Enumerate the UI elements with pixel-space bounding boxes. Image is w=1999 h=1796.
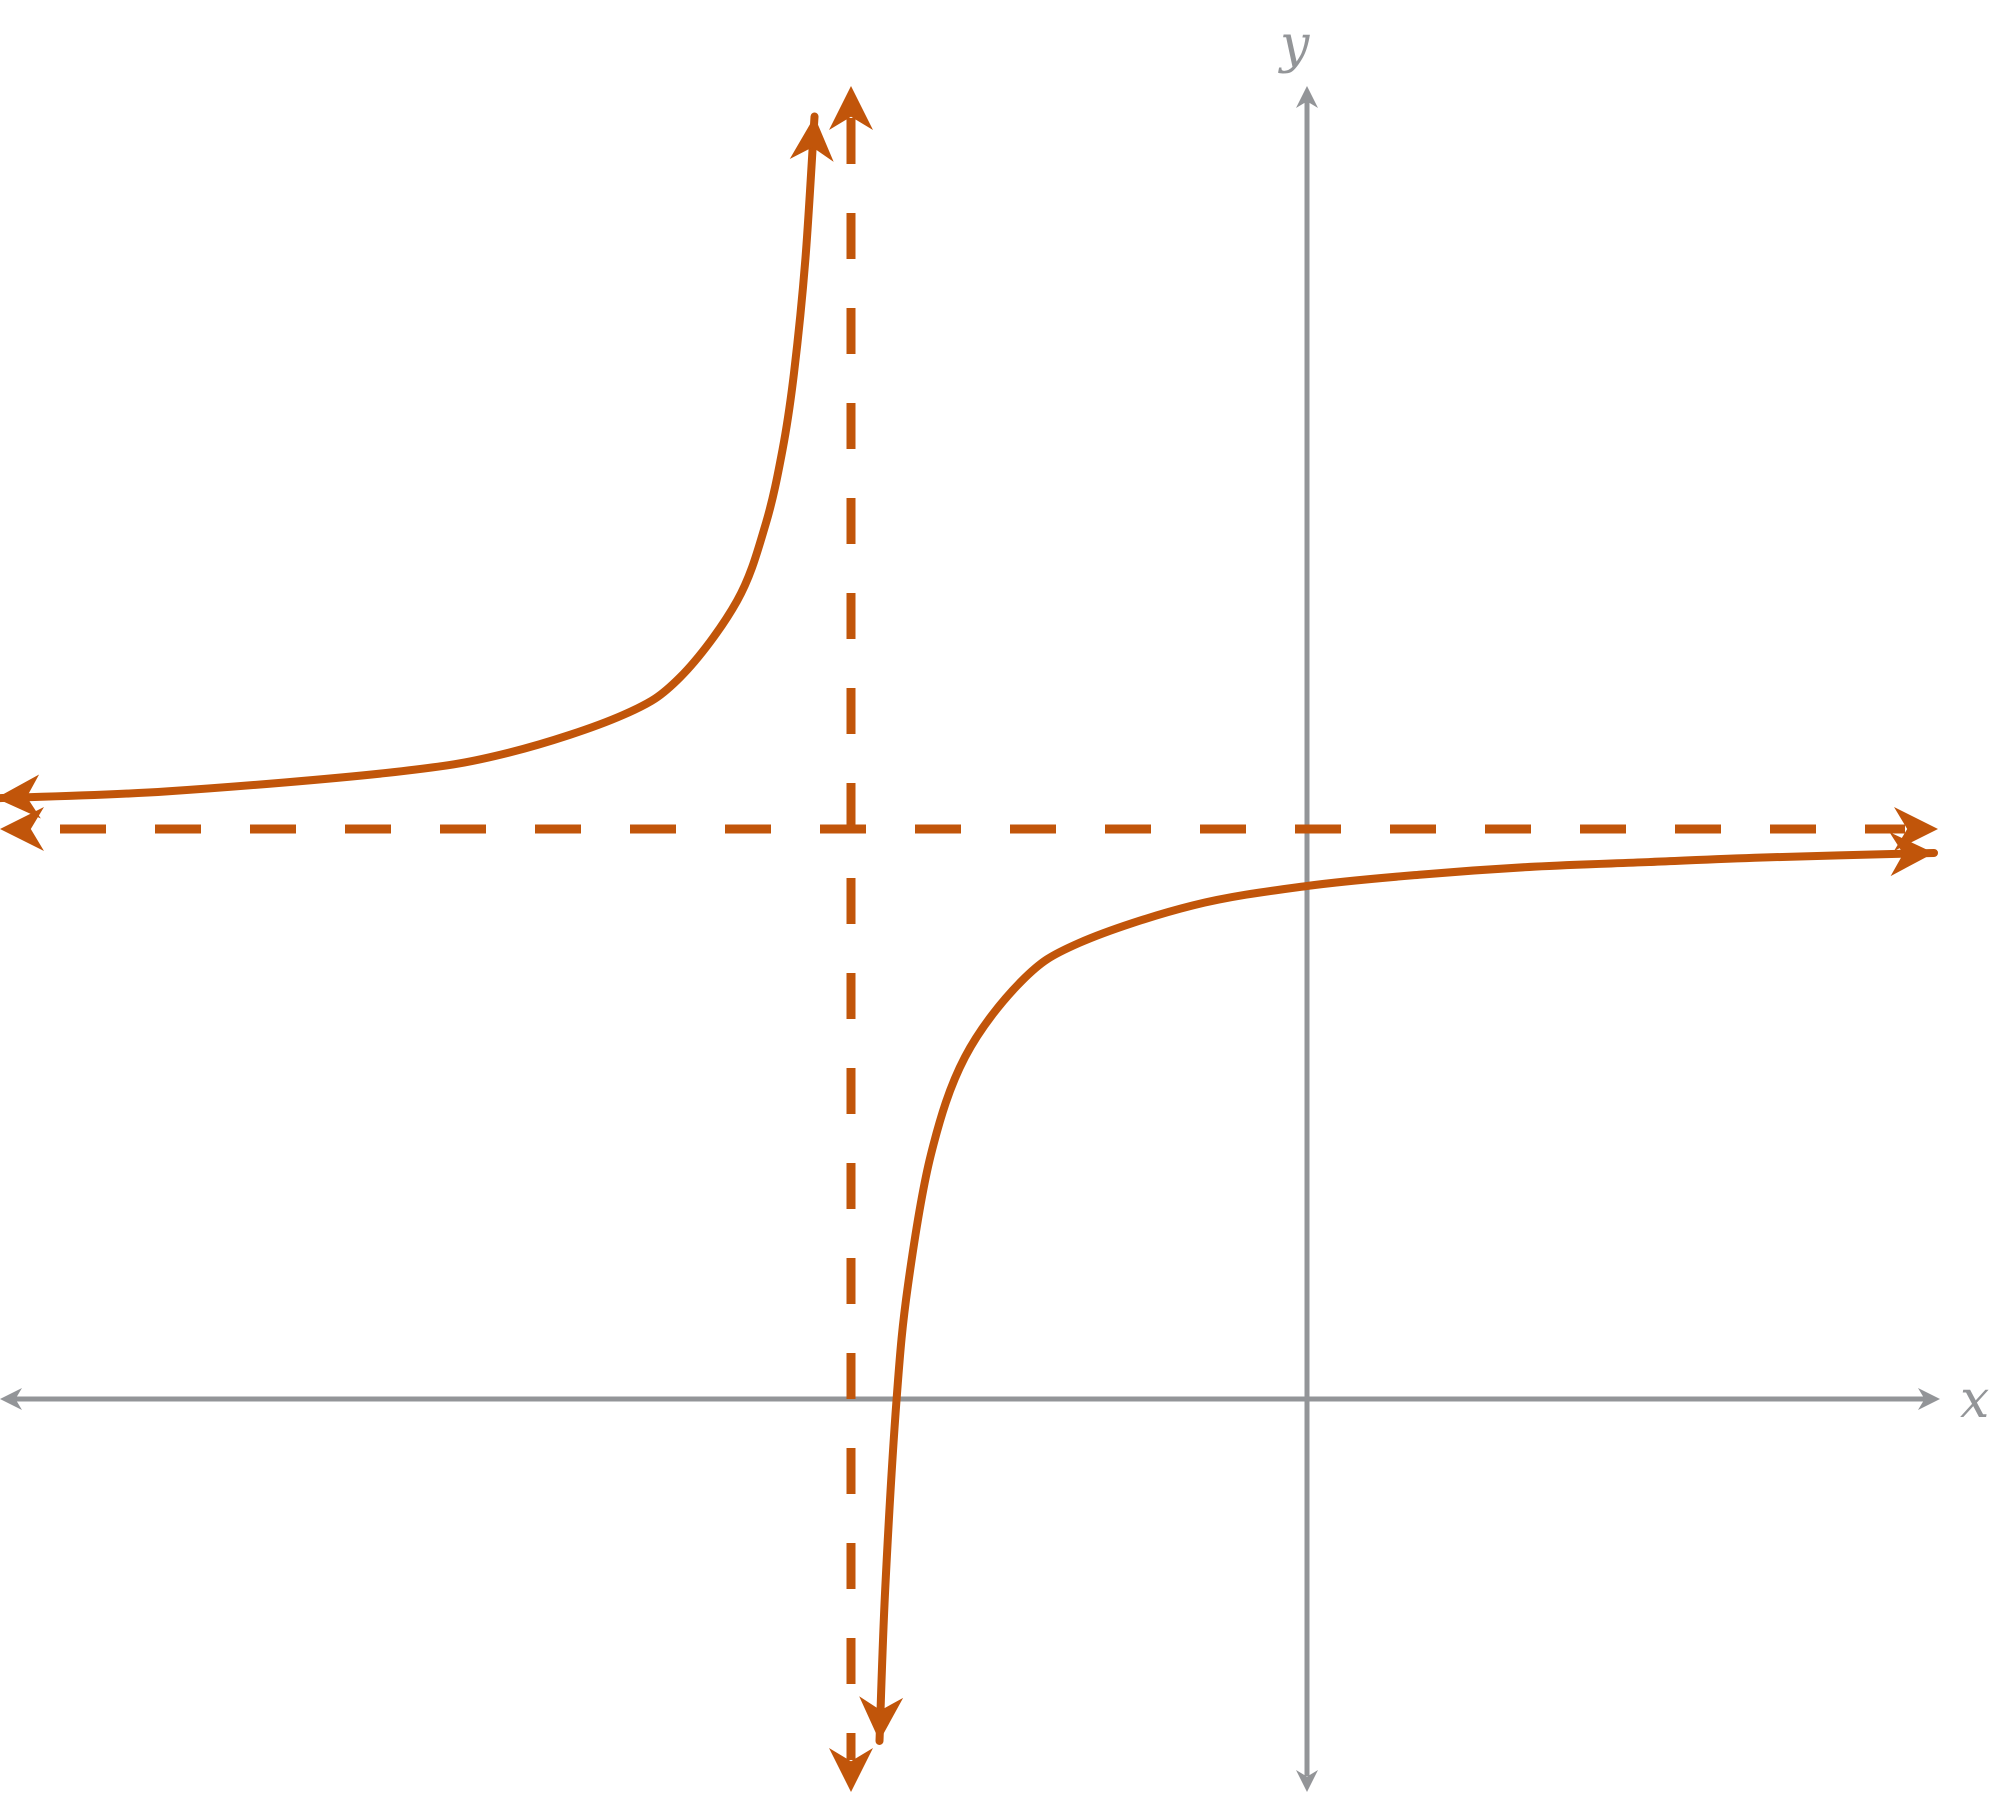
asymptotes: [0, 86, 1938, 1792]
vertical-asymptote-arrow-up: [829, 86, 873, 130]
curves: [0, 112, 1938, 1745]
curve-right-arrow-end: [1889, 832, 1934, 877]
axes: [0, 86, 1940, 1792]
y-axis-arrow-up: [1296, 86, 1318, 108]
y-axis-arrow-down: [1296, 1770, 1318, 1792]
curve-left-arrow-start: [0, 774, 41, 819]
x-axis-arrow-left: [0, 1388, 22, 1410]
curve-left-arrow-end: [789, 116, 834, 162]
y-axis-label: y: [1278, 15, 1310, 75]
curve-branch-right: [875, 848, 1938, 1745]
vertical-asymptote-arrow-down: [829, 1748, 873, 1792]
x-axis-label: x: [1960, 1370, 1989, 1430]
x-axis-arrow-right: [1918, 1388, 1940, 1410]
curve-right-arrow-start: [859, 1696, 904, 1741]
horizontal-asymptote-arrow-left: [0, 807, 44, 851]
curve-branch-left: [0, 112, 819, 803]
